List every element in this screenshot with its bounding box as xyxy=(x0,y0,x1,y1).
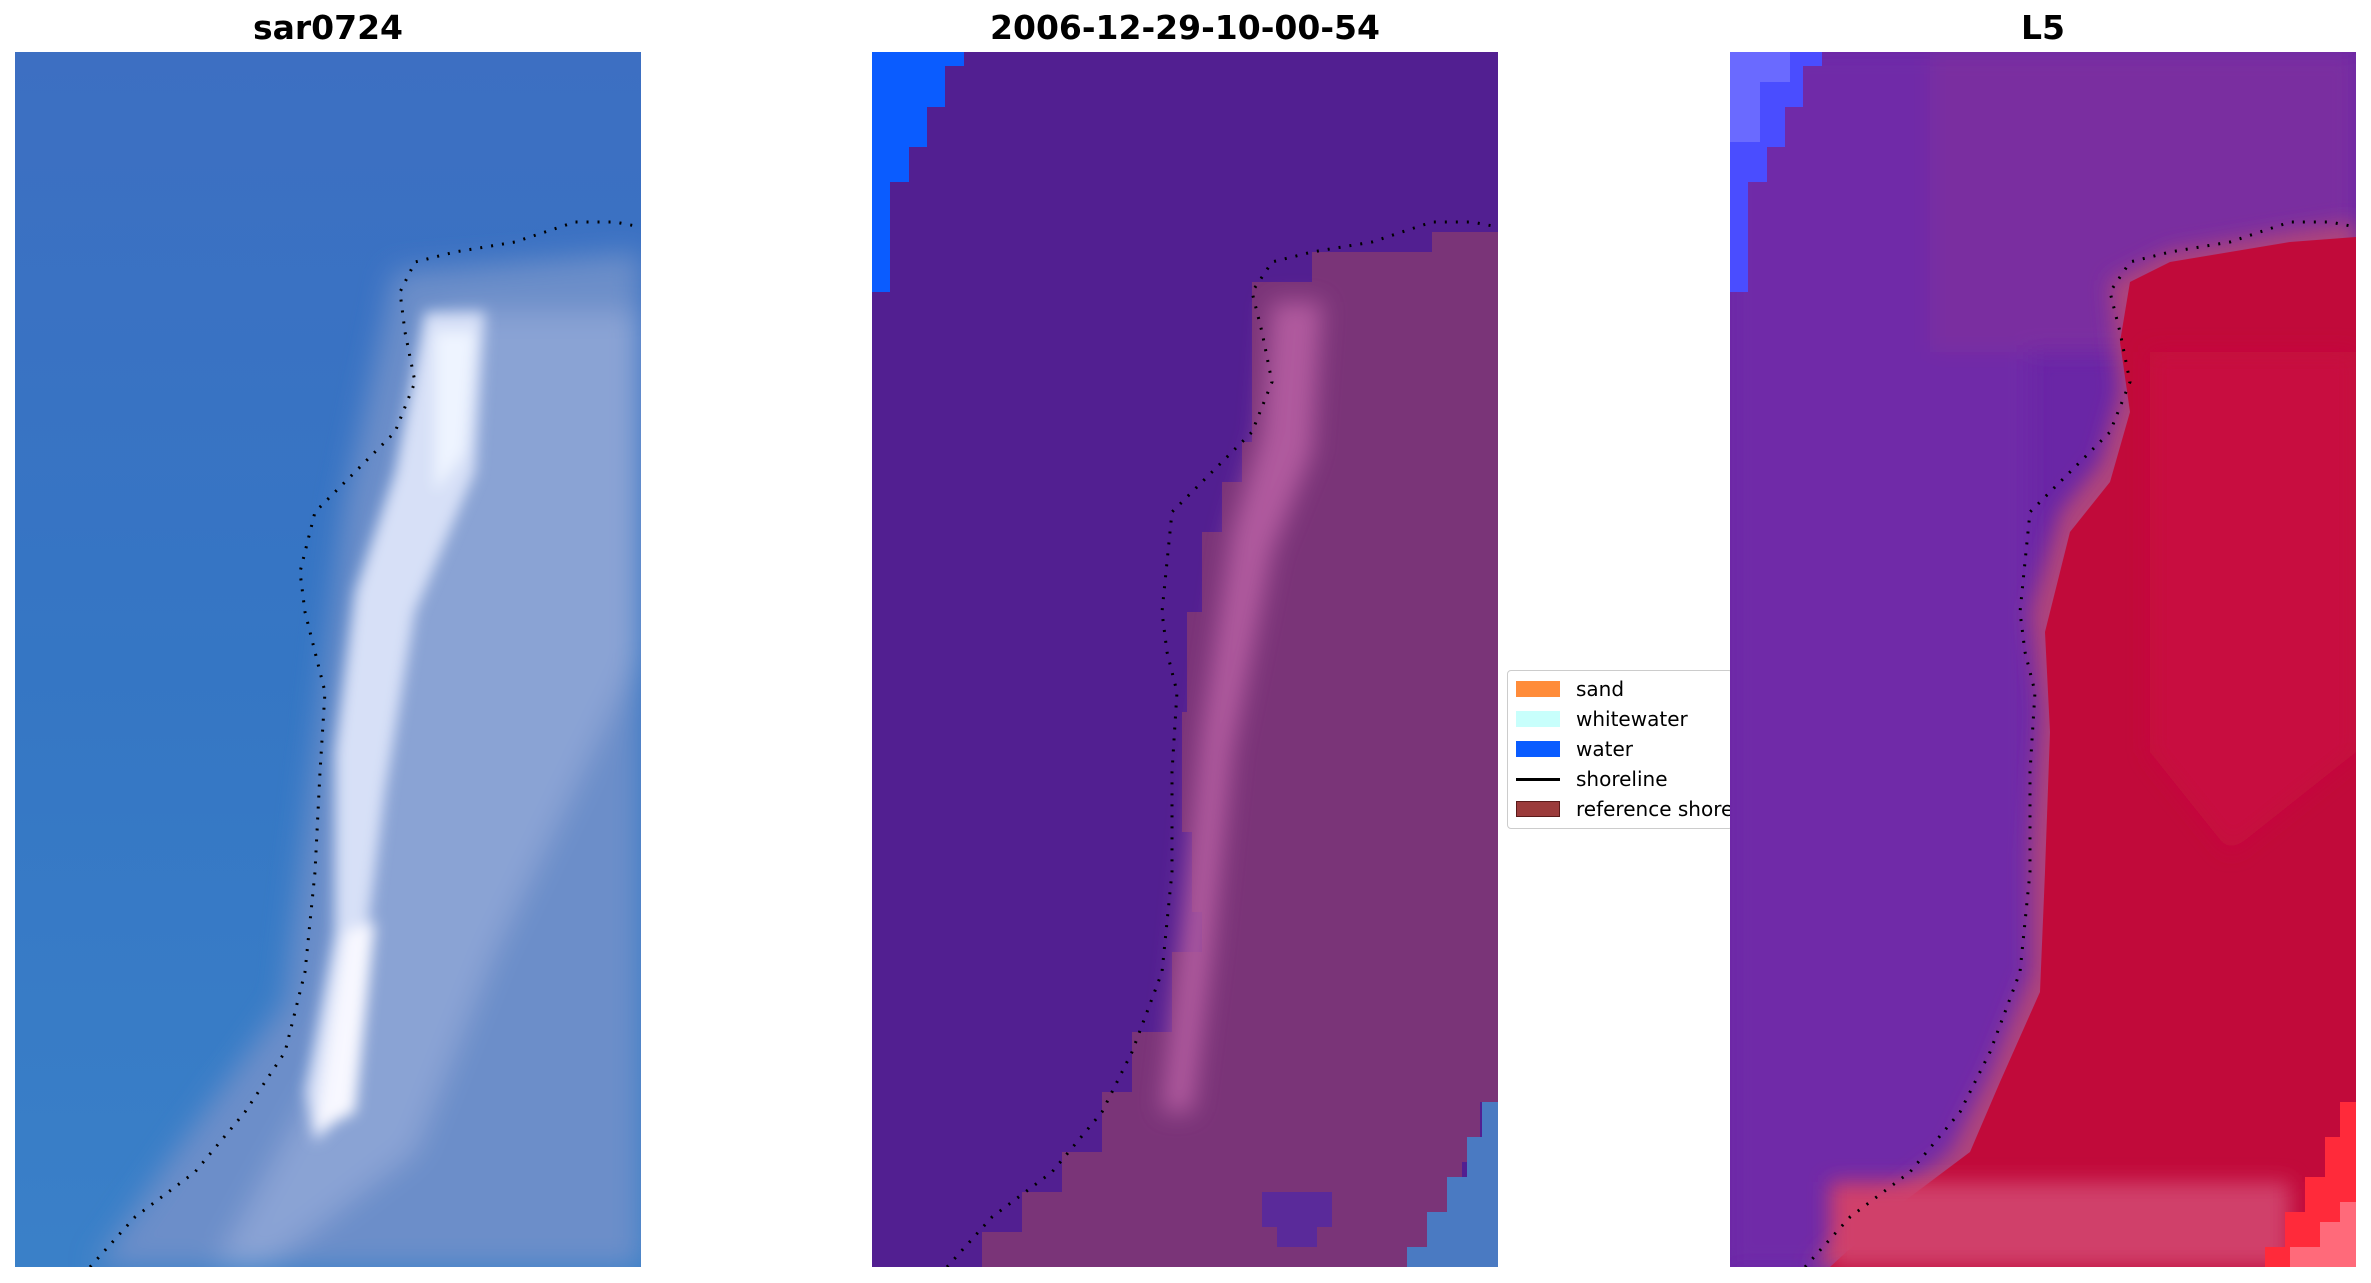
classification-panel xyxy=(872,52,1498,1267)
legend-label-whitewater: whitewater xyxy=(1576,707,1688,731)
classification-map xyxy=(872,52,1498,1267)
index-image xyxy=(1730,52,2356,1267)
legend-swatch-sand xyxy=(1516,681,1560,697)
legend-label-shoreline: shoreline xyxy=(1576,767,1668,791)
legend-swatch-whitewater xyxy=(1516,711,1560,727)
panel-title-index: L5 xyxy=(2021,8,2065,47)
legend-swatch-water xyxy=(1516,741,1560,757)
legend-item-sand: sand xyxy=(1516,677,1625,701)
legend-label-water: water xyxy=(1576,737,1633,761)
legend-item-reference-shoreline: reference shoreline xyxy=(1516,797,1733,821)
legend: sand whitewater water shoreline referenc… xyxy=(1507,670,1733,829)
index-image-panel xyxy=(1730,52,2356,1267)
legend-item-whitewater: whitewater xyxy=(1516,707,1688,731)
legend-item-shoreline: shoreline xyxy=(1516,767,1668,791)
legend-swatch-reference-shoreline xyxy=(1516,801,1560,817)
rgb-image xyxy=(15,52,641,1267)
legend-item-water: water xyxy=(1516,737,1633,761)
legend-label-reference-shoreline: reference shoreline xyxy=(1576,797,1733,821)
panel-title-rgb: sar0724 xyxy=(252,8,404,47)
legend-label-sand: sand xyxy=(1576,677,1625,701)
panel-title-classification: 2006-12-29-10-00-54 xyxy=(990,8,1380,47)
rgb-image-panel xyxy=(15,52,641,1267)
legend-line-shoreline xyxy=(1516,777,1560,781)
